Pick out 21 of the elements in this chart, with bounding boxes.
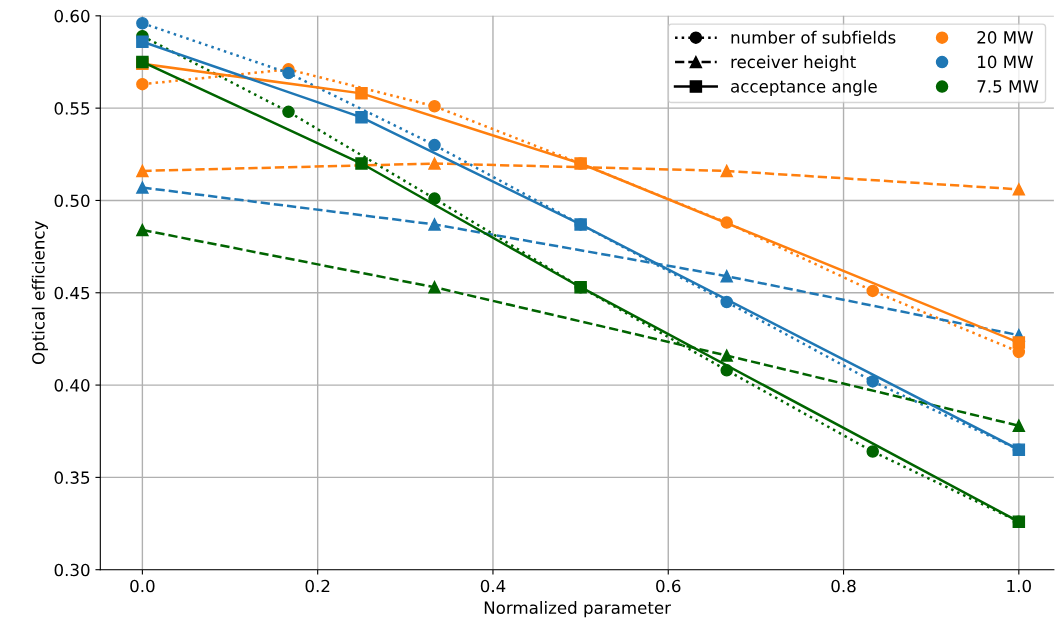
y-tick-label: 0.60: [54, 9, 90, 23]
x-tick-label: 0.8: [831, 579, 856, 593]
y-tick-label: 0.40: [54, 379, 90, 392]
legend-label: number of subfields: [731, 30, 896, 44]
legend-label: receiver height: [731, 55, 856, 72]
x-tick-label: 0.6: [656, 579, 681, 593]
y-tick-label: 0.45: [54, 286, 90, 300]
legend-label: 10 MW: [978, 55, 1034, 69]
x-tick-label: 1.0: [1007, 579, 1031, 593]
x-tick-label: 0.0: [130, 579, 155, 593]
y-tick-label: 0.30: [54, 563, 90, 577]
y-tick-label: 0.50: [54, 194, 90, 208]
legend-label: 20 MW: [977, 31, 1034, 44]
legend-label: 7.5 MW: [977, 80, 1039, 93]
x-tick-label: 0.2: [305, 579, 330, 593]
x-tick-label: 0.4: [480, 579, 506, 593]
y-tick-label: 0.35: [54, 471, 90, 484]
y-tick-label: 0.55: [54, 102, 90, 115]
legend-label: acceptance angle: [731, 79, 877, 96]
x-axis-title: Normalized parameter: [484, 601, 671, 618]
y-axis-title: Optical efficiency: [31, 221, 48, 365]
